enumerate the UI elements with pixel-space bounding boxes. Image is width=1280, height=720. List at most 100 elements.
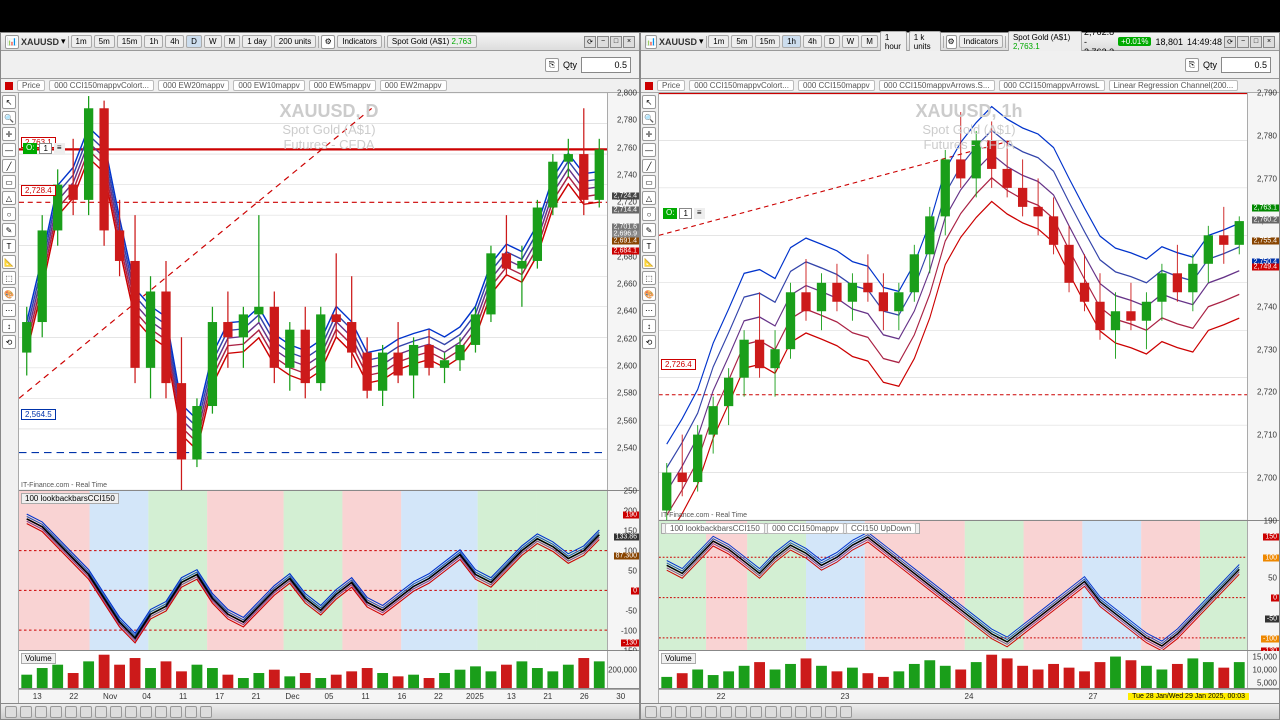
tf-btn-5m[interactable]: 5m (94, 35, 115, 48)
draw-tool-icon[interactable]: △ (642, 191, 656, 205)
draw-tool-icon[interactable]: ○ (2, 207, 16, 221)
chart-type-icon[interactable]: 📊 (645, 35, 657, 49)
chart-type-icon[interactable]: 📊 (5, 35, 19, 49)
draw-tool-icon[interactable]: 🎨 (2, 287, 16, 301)
dropdown-icon[interactable]: ▾ (699, 36, 704, 47)
tf-btn-D[interactable]: D (824, 35, 840, 48)
indicator-chip[interactable]: Price (17, 80, 45, 91)
tf-btn-15m[interactable]: 15m (755, 35, 781, 48)
tab-instrument[interactable]: Spot Gold (A$1) 2,763 (387, 35, 477, 48)
close-icon[interactable]: × (1263, 36, 1275, 48)
tf-btn-1h[interactable]: 1h (144, 35, 163, 48)
draw-tool-icon[interactable]: ↕ (2, 319, 16, 333)
draw-tool-icon[interactable]: ⬚ (642, 271, 656, 285)
bottom-tool-icon[interactable] (170, 706, 182, 718)
tf-btn-5m[interactable]: 5m (731, 35, 752, 48)
bottom-tool-icon[interactable] (50, 706, 62, 718)
draw-tool-icon[interactable]: T (642, 239, 656, 253)
symbol-label[interactable]: XAUUSD (659, 37, 697, 47)
indicator-chip[interactable]: 000 CCI150mappvColort... (689, 80, 794, 91)
bottom-tool-icon[interactable] (795, 706, 807, 718)
bottom-tool-icon[interactable] (65, 706, 77, 718)
draw-tool-icon[interactable]: ⋯ (642, 303, 656, 317)
order-icon[interactable]: ⎘ (545, 58, 559, 72)
bottom-tool-icon[interactable] (705, 706, 717, 718)
minimize-icon[interactable]: − (1237, 36, 1249, 48)
indicator-chip[interactable]: Price (657, 80, 685, 91)
bottom-tool-icon[interactable] (735, 706, 747, 718)
bottom-tool-icon[interactable] (125, 706, 137, 718)
tf-btn-4h[interactable]: 4h (165, 35, 184, 48)
indicators-icon[interactable]: ⚙ (946, 35, 957, 49)
draw-tool-icon[interactable]: 📐 (642, 255, 656, 269)
maximize-icon[interactable]: □ (610, 36, 622, 48)
draw-tool-icon[interactable]: ↕ (642, 319, 656, 333)
tf-btn-15m[interactable]: 15m (117, 35, 143, 48)
refresh-icon[interactable]: ⟳ (584, 36, 596, 48)
units-dropdown[interactable]: 200 units (274, 35, 316, 48)
bottom-tool-icon[interactable] (825, 706, 837, 718)
volume-chart-right[interactable]: Volume 15,00010,0005,000 (659, 651, 1279, 689)
indicators-icon[interactable]: ⚙ (321, 35, 335, 49)
draw-tool-icon[interactable]: ▭ (642, 175, 656, 189)
draw-tool-icon[interactable]: ✎ (642, 223, 656, 237)
bottom-tool-icon[interactable] (200, 706, 212, 718)
bottom-tool-icon[interactable] (645, 706, 657, 718)
bottom-tool-icon[interactable] (35, 706, 47, 718)
position-badge[interactable]: O:1≡ (23, 143, 65, 154)
indicator-chip[interactable]: Linear Regression Channel(200... (1109, 80, 1239, 91)
order-icon[interactable]: ⎘ (1185, 58, 1199, 72)
cci-chart-left[interactable]: 100 lookbackbarsCCI150 -150-100-50050100… (19, 491, 639, 651)
tf-btn-W[interactable]: W (842, 35, 860, 48)
tf-btn-D[interactable]: D (186, 35, 202, 48)
bottom-tool-icon[interactable] (80, 706, 92, 718)
tf-btn-M[interactable]: M (224, 35, 241, 48)
draw-tool-icon[interactable]: △ (2, 191, 16, 205)
minimize-icon[interactable]: − (597, 36, 609, 48)
draw-tool-icon[interactable]: ╱ (642, 159, 656, 173)
qty-input[interactable] (581, 57, 631, 73)
indicator-chip[interactable]: 000 CCI150mappvArrowsL (999, 80, 1105, 91)
volume-chart-left[interactable]: Volume 200,000 (19, 651, 639, 689)
symbol-label[interactable]: XAUUSD (21, 37, 59, 47)
draw-tool-icon[interactable]: ⟲ (2, 335, 16, 349)
units-dropdown[interactable]: 1 k units (909, 31, 941, 53)
bottom-tool-icon[interactable] (5, 706, 17, 718)
indicator-chip[interactable]: 000 EW20mappv (158, 80, 229, 91)
tf-btn-1m[interactable]: 1m (708, 35, 729, 48)
tab-instrument[interactable]: Spot Gold (A$1) 2,763.1 (1008, 31, 1082, 53)
bottom-tool-icon[interactable] (660, 706, 672, 718)
draw-tool-icon[interactable]: ⬚ (2, 271, 16, 285)
draw-tool-icon[interactable]: ✛ (642, 127, 656, 141)
bottom-tool-icon[interactable] (765, 706, 777, 718)
bottom-tool-icon[interactable] (675, 706, 687, 718)
indicator-chip[interactable]: 000 CCI150mappvColort... (49, 80, 154, 91)
tf-btn-1m[interactable]: 1m (71, 35, 92, 48)
bottom-tool-icon[interactable] (20, 706, 32, 718)
tf-dropdown[interactable]: 1 hour (880, 31, 907, 53)
indicator-chip[interactable]: 000 CCI150mappv (798, 80, 875, 91)
draw-tool-icon[interactable]: 🎨 (642, 287, 656, 301)
bottom-tool-icon[interactable] (750, 706, 762, 718)
qty-input[interactable] (1221, 57, 1271, 73)
position-badge[interactable]: O:1≡ (663, 208, 705, 219)
cci-chart-right[interactable]: 100 lookbackbarsCCI150 000 CCI150mappv C… (659, 521, 1279, 651)
bottom-tool-icon[interactable] (840, 706, 852, 718)
indicator-chip[interactable]: 000 EW2mappv (380, 80, 447, 91)
bottom-tool-icon[interactable] (810, 706, 822, 718)
bottom-tool-icon[interactable] (720, 706, 732, 718)
tf-btn-4h[interactable]: 4h (803, 35, 822, 48)
maximize-icon[interactable]: □ (1250, 36, 1262, 48)
draw-tool-icon[interactable]: ↖ (2, 95, 16, 109)
bottom-tool-icon[interactable] (690, 706, 702, 718)
draw-tool-icon[interactable]: ╱ (2, 159, 16, 173)
indicator-chip[interactable]: 000 EW10mappv (233, 80, 304, 91)
draw-tool-icon[interactable]: — (2, 143, 16, 157)
indicators-btn[interactable]: Indicators (959, 35, 1004, 48)
draw-tool-icon[interactable]: ⋯ (2, 303, 16, 317)
indicators-btn[interactable]: Indicators (337, 35, 382, 48)
indicator-chip[interactable]: 000 EW5mappv (309, 80, 376, 91)
draw-tool-icon[interactable]: 📐 (2, 255, 16, 269)
draw-tool-icon[interactable]: ○ (642, 207, 656, 221)
refresh-icon[interactable]: ⟳ (1224, 36, 1236, 48)
